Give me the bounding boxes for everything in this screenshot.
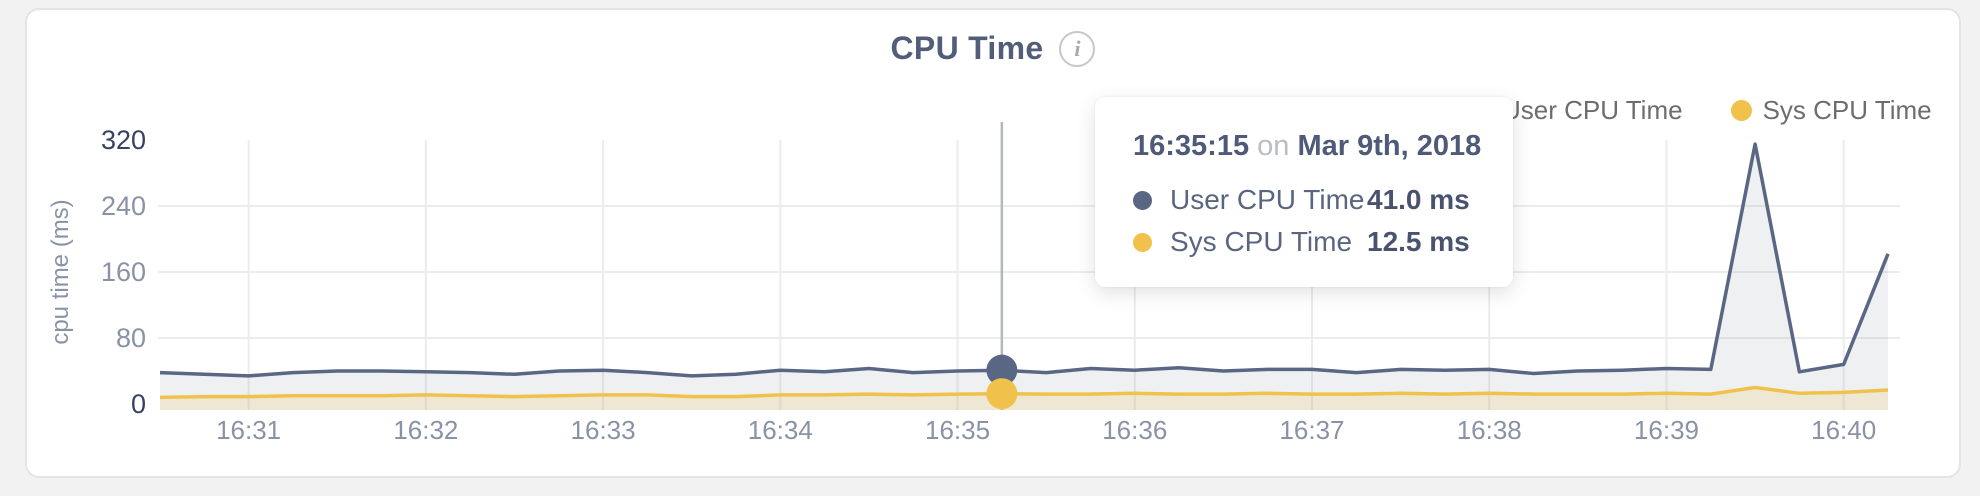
chart-title: CPU Time (890, 30, 1044, 66)
tooltip-row-user: User CPU Time 41.0 ms (1133, 179, 1513, 221)
tooltip-timestamp: 16:35:15 on Mar 9th, 2018 (1133, 128, 1513, 164)
tooltip-row-sys: Sys CPU Time 12.5 ms (1133, 221, 1513, 263)
legend-item-sys-cpu-time[interactable]: Sys CPU Time (1730, 95, 1932, 126)
legend-label: User CPU Time (1502, 95, 1683, 125)
chart-header: CPU Time i (25, 30, 1961, 67)
tooltip-conjunction: on (1257, 130, 1290, 162)
tooltip-series-value: 41.0 ms (1367, 184, 1470, 215)
chart-tooltip: 16:35:15 on Mar 9th, 2018 User CPU Time … (1095, 97, 1513, 287)
x-tick-label: 16:37 (1279, 415, 1344, 445)
y-tick-label: 320 (101, 125, 146, 155)
tooltip-series-label: Sys CPU Time (1170, 226, 1353, 257)
x-tick-label: 16:36 (1102, 415, 1167, 445)
x-tick-label: 16:34 (748, 415, 813, 445)
tooltip-series-label: User CPU Time (1170, 184, 1365, 215)
y-tick-label: 0 (131, 389, 146, 419)
x-tick-label: 16:38 (1457, 415, 1522, 445)
x-tick-label: 16:31 (216, 415, 281, 445)
tooltip-date: Mar 9th, 2018 (1297, 130, 1482, 162)
tooltip-rows: User CPU Time 41.0 ms Sys CPU Time 12.5 … (1133, 179, 1513, 263)
series-line-0 (159, 142, 1890, 378)
legend: User CPU Time Sys CPU Time (1470, 95, 1932, 126)
info-icon[interactable]: i (1059, 30, 1096, 67)
tooltip-series-value: 12.5 ms (1367, 226, 1470, 257)
series-line-1 (159, 385, 1889, 400)
highlight-point-marker-0 (986, 354, 1018, 386)
highlight-point-marker-1 (986, 378, 1018, 410)
x-tick-label: 16:40 (1811, 415, 1876, 445)
y-axis-title: cpu time (ms) (47, 199, 74, 344)
y-tick-label: 160 (101, 257, 146, 287)
x-tick-label: 16:33 (571, 415, 636, 445)
x-tick-label: 16:39 (1634, 415, 1699, 445)
y-tick-label: 240 (101, 191, 146, 221)
x-tick-label: 16:32 (393, 415, 458, 445)
series-area-1 (160, 387, 1888, 410)
legend-label: Sys CPU Time (1762, 95, 1932, 125)
sys-series-dot-icon (1133, 232, 1152, 252)
x-tick-label: 16:35 (925, 415, 990, 445)
series-area-0 (160, 144, 1888, 410)
user-series-dot-icon (1133, 190, 1152, 210)
sys-series-dot-icon (1730, 100, 1752, 121)
y-tick-label: 80 (116, 323, 146, 353)
tooltip-time: 16:35:15 (1133, 130, 1250, 162)
